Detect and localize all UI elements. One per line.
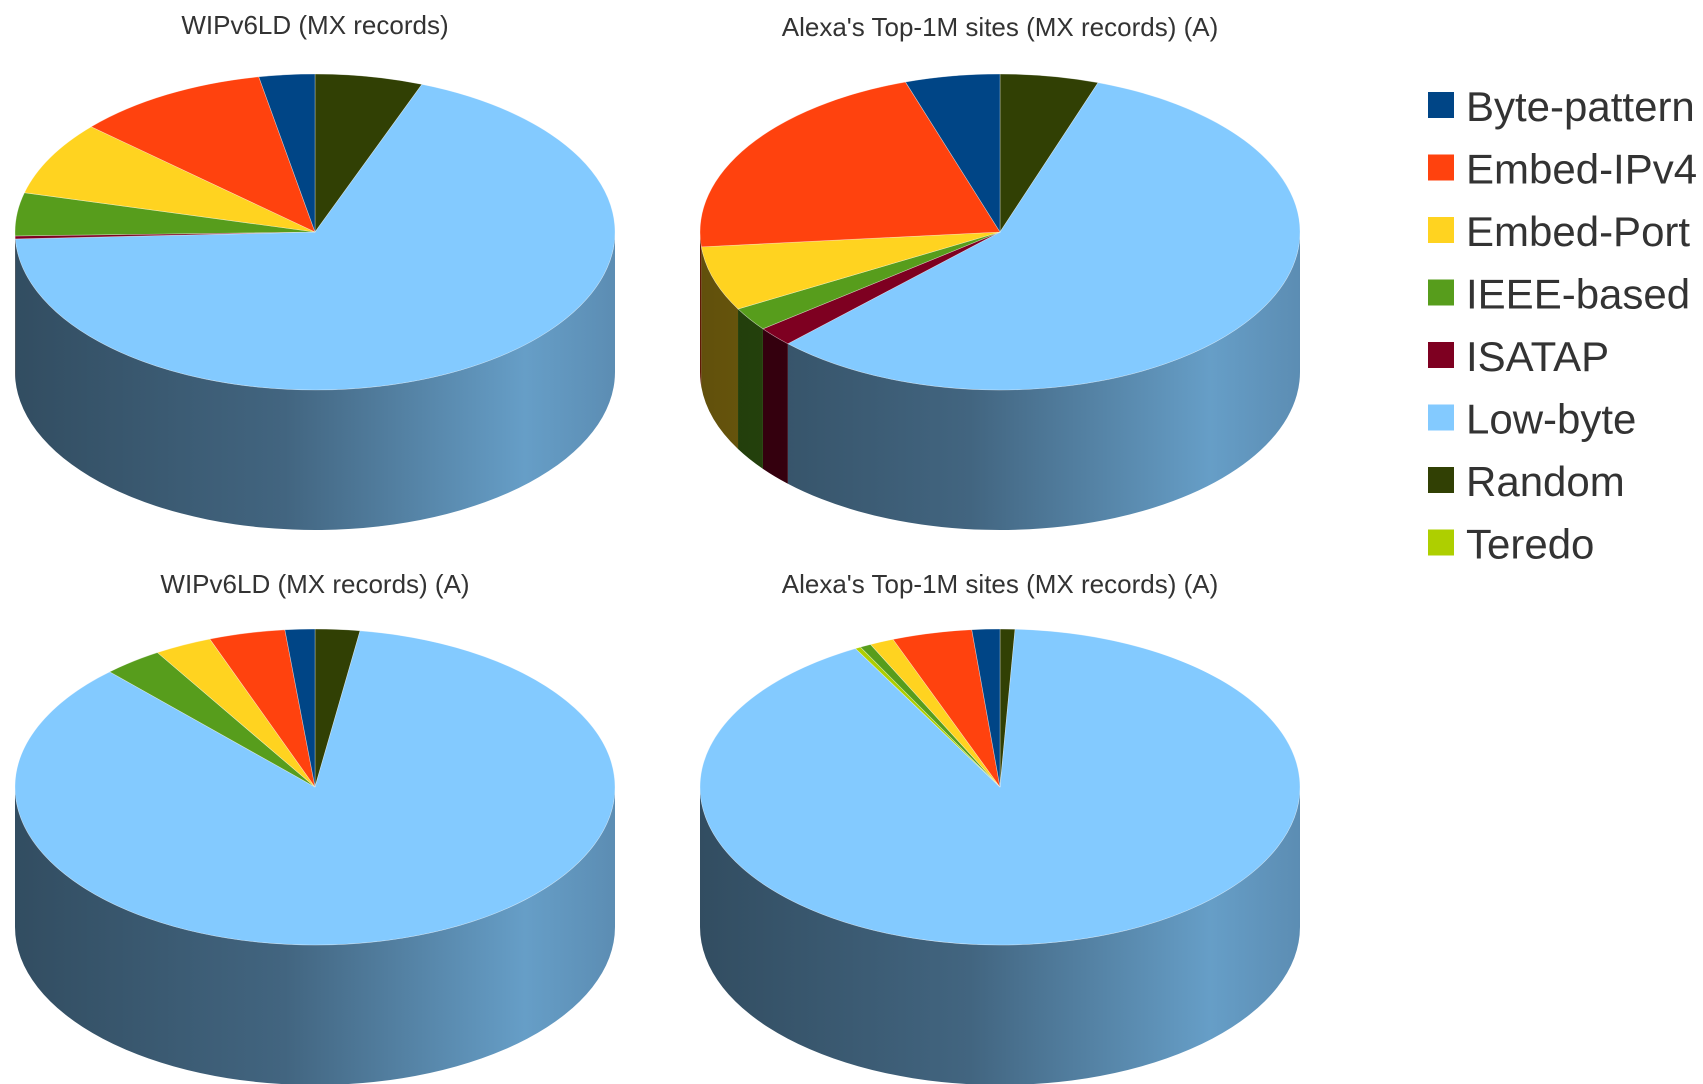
pie-side-walls: [700, 787, 1300, 1084]
chart-title: Alexa's Top-1M sites (MX records) (A): [782, 12, 1218, 42]
legend-label: Low-byte: [1466, 396, 1636, 443]
pie-top-face: [14, 628, 616, 946]
legend-swatch: [1428, 92, 1454, 118]
pie-wall-embed-ipv4: [700, 232, 702, 387]
legend-item-byte-pattern: Byte-pattern: [1428, 83, 1695, 130]
legend-label: Embed-IPv4: [1466, 146, 1697, 193]
pie-wall-low-byte: [787, 232, 1300, 531]
pie-slice-embed-port: [23, 126, 316, 233]
pie-chart-3: WIPv6LD (MX records) (A): [14, 569, 616, 1084]
legend: Byte-pattern Embed-IPv4 Embed-Port IEEE-bas…: [1428, 83, 1697, 568]
pie-side-walls: [15, 232, 616, 530]
pie-slice-byte-pattern: [284, 628, 316, 788]
chart-title: Alexa's Top-1M sites (MX records) (A): [782, 569, 1218, 599]
legend-label: Embed-Port: [1466, 208, 1690, 255]
legend-swatch: [1428, 217, 1454, 243]
pie-chart-2: Alexa's Top-1M sites (MX records) (A): [699, 12, 1301, 531]
pie-wall-low-byte: [15, 232, 616, 530]
pie-top-face: [699, 628, 1301, 946]
pie-top-face: [14, 73, 616, 391]
pie-slice-embed-ipv4: [90, 76, 316, 233]
pie-slice-embed-port: [700, 231, 1001, 310]
pie-slice-low-byte: [699, 628, 1301, 946]
legend-swatch: [1428, 279, 1454, 306]
pie-top-face: [699, 73, 1301, 391]
legend-label: Byte-pattern: [1466, 83, 1695, 130]
pie-slice-byte-pattern: [971, 628, 1001, 788]
legend-label: Teredo: [1466, 521, 1594, 568]
pie-slice-low-byte: [787, 82, 1301, 391]
chart-title: WIPv6LD (MX records): [181, 10, 448, 40]
legend-label: ISATAP: [1466, 333, 1609, 380]
legend-item-isatap: ISATAP: [1428, 333, 1609, 380]
legend-swatch: [1428, 467, 1454, 493]
pie-slice-low-byte: [14, 84, 616, 391]
legend-item-random: Random: [1428, 458, 1625, 505]
legend-swatch: [1428, 529, 1454, 556]
pie-slice-embed-ipv4: [699, 81, 1001, 248]
pie-side-walls: [15, 787, 615, 1084]
legend-swatch: [1428, 404, 1454, 431]
legend-swatch: [1428, 154, 1454, 181]
pie-slice-byte-pattern: [905, 73, 1001, 234]
pie-side-walls: [700, 232, 1300, 531]
pie-wall-low-byte: [700, 787, 1300, 1084]
pie-wall-low-byte: [15, 787, 615, 1084]
pie-slice-byte-pattern: [258, 73, 316, 233]
pie-wall-ieee-based: [738, 308, 763, 469]
legend-item-ieee-based: IEEE-based: [1428, 271, 1690, 318]
legend-item-teredo: Teredo: [1428, 521, 1594, 568]
legend-item-embed-ipv4: Embed-IPv4: [1428, 146, 1697, 193]
legend-swatch: [1428, 342, 1454, 368]
legend-label: Random: [1466, 458, 1625, 505]
pie-chart-4: Alexa's Top-1M sites (MX records) (A): [699, 569, 1301, 1084]
legend-item-embed-port: Embed-Port: [1428, 208, 1690, 255]
pie-chart-1: WIPv6LD (MX records): [14, 10, 616, 530]
charts-layer: WIPv6LD (MX records) Alexa's Top-1M sites…: [14, 10, 1301, 1084]
legend-label: IEEE-based: [1466, 271, 1690, 318]
pie-slice-low-byte: [14, 630, 616, 946]
pie-wall-embed-port: [701, 246, 739, 449]
legend-item-low-byte: Low-byte: [1428, 396, 1636, 443]
chart-title: WIPv6LD (MX records) (A): [160, 569, 469, 599]
pie-wall-isatap: [762, 328, 788, 484]
